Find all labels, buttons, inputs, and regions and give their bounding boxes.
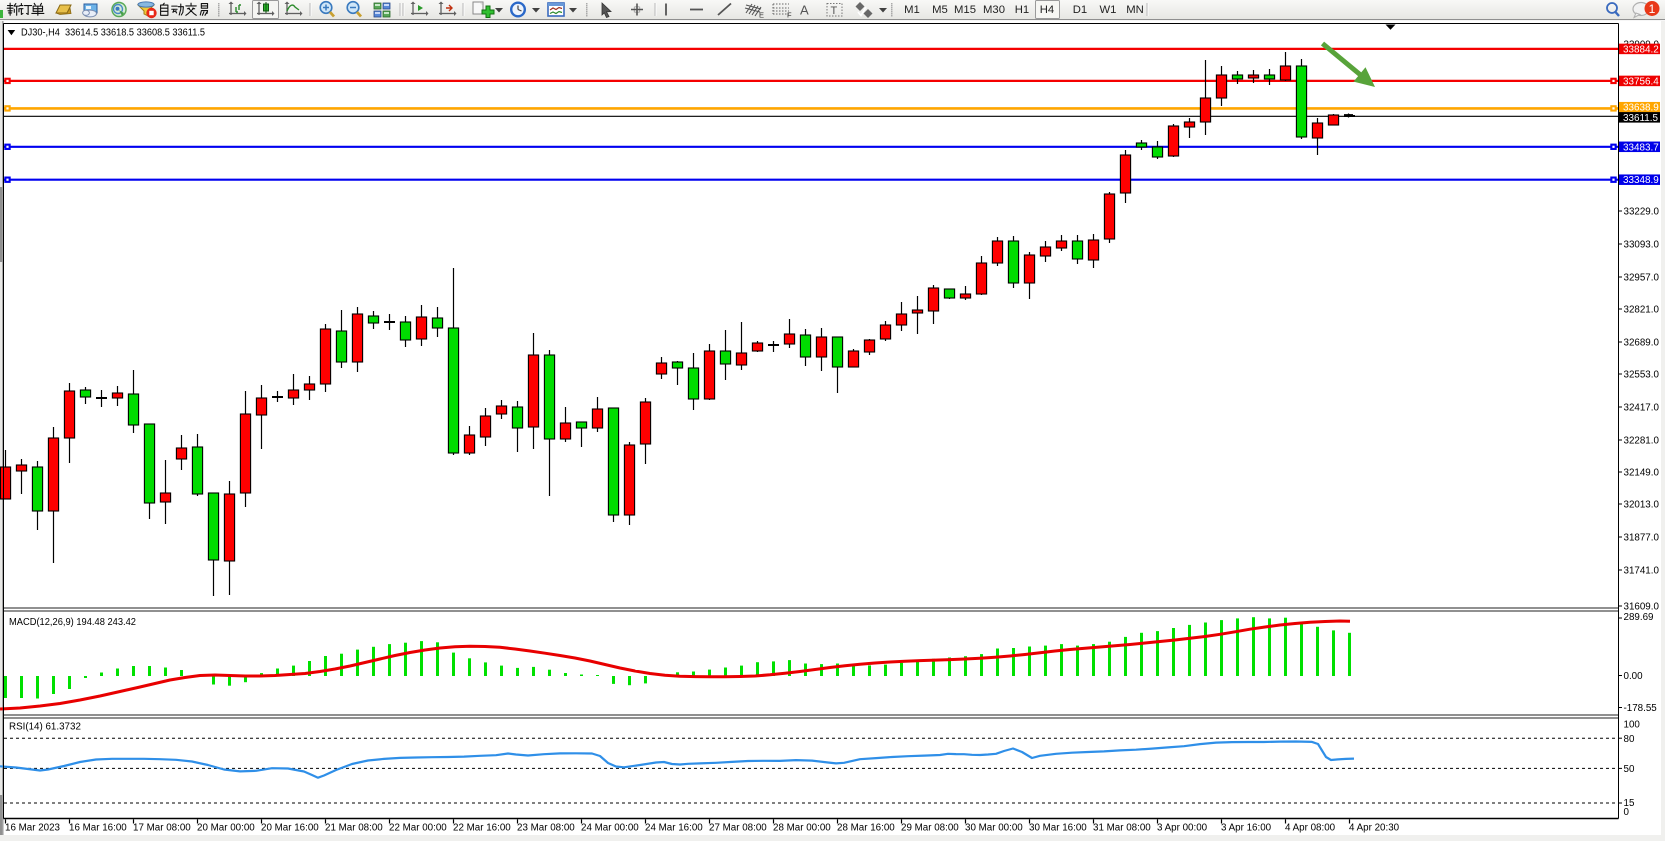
svg-text:289.69: 289.69 (1624, 612, 1654, 623)
svg-text:33229.0: 33229.0 (1624, 207, 1660, 218)
svg-text:17 Mar 08:00: 17 Mar 08:00 (133, 823, 191, 834)
svg-text:24 Mar 16:00: 24 Mar 16:00 (645, 823, 703, 834)
svg-text:16 Mar 2023: 16 Mar 2023 (5, 823, 61, 834)
svg-text:RSI(14) 61.3732: RSI(14) 61.3732 (9, 722, 81, 733)
svg-text:M15: M15 (954, 4, 976, 16)
svg-text:33611.5: 33611.5 (1623, 113, 1658, 124)
svg-text:32013.0: 32013.0 (1624, 500, 1660, 511)
svg-text:31877.0: 31877.0 (1624, 533, 1660, 544)
svg-text:1: 1 (1649, 2, 1656, 16)
svg-text:32281.0: 32281.0 (1624, 436, 1660, 447)
svg-text:4 Apr 08:00: 4 Apr 08:00 (1285, 823, 1336, 834)
svg-text:15: 15 (1624, 798, 1635, 809)
svg-text:50: 50 (1624, 764, 1635, 775)
svg-text:T: T (831, 5, 838, 17)
svg-text:4 Apr 20:30: 4 Apr 20:30 (1349, 823, 1400, 834)
svg-text:100: 100 (1624, 719, 1641, 730)
svg-text:F: F (787, 11, 792, 20)
svg-text:28 Mar 00:00: 28 Mar 00:00 (773, 823, 831, 834)
svg-text:31741.0: 31741.0 (1624, 566, 1660, 577)
svg-text:23 Mar 08:00: 23 Mar 08:00 (517, 823, 575, 834)
svg-text:3 Apr 00:00: 3 Apr 00:00 (1157, 823, 1208, 834)
svg-text:30 Mar 16:00: 30 Mar 16:00 (1029, 823, 1087, 834)
svg-text:DJ30-,H4 33614.5 33618.5 3360: DJ30-,H4 33614.5 33618.5 33608.5 33611.5 (21, 27, 206, 38)
svg-text:32957.0: 32957.0 (1624, 273, 1660, 284)
svg-text:W1: W1 (1100, 4, 1117, 16)
svg-text:21 Mar 08:00: 21 Mar 08:00 (325, 823, 383, 834)
svg-text:20 Mar 00:00: 20 Mar 00:00 (197, 823, 255, 834)
svg-text:80: 80 (1624, 734, 1635, 745)
svg-text:32553.0: 32553.0 (1624, 370, 1660, 381)
svg-text:33638.9: 33638.9 (1623, 103, 1659, 114)
svg-text:24 Mar 00:00: 24 Mar 00:00 (581, 823, 639, 834)
svg-text:E: E (759, 11, 764, 20)
svg-text:32149.0: 32149.0 (1624, 468, 1660, 479)
svg-text:32417.0: 32417.0 (1624, 403, 1660, 414)
svg-text:28 Mar 16:00: 28 Mar 16:00 (837, 823, 895, 834)
svg-text:29 Mar 08:00: 29 Mar 08:00 (901, 823, 959, 834)
svg-text:32689.0: 32689.0 (1624, 338, 1660, 349)
svg-text:30 Mar 00:00: 30 Mar 00:00 (965, 823, 1023, 834)
svg-text:MN: MN (1126, 4, 1144, 16)
svg-text:H1: H1 (1015, 4, 1029, 16)
svg-text:-178.55: -178.55 (1624, 703, 1658, 714)
svg-text:33348.9: 33348.9 (1623, 175, 1659, 186)
svg-text:M1: M1 (904, 4, 920, 16)
svg-text:33756.4: 33756.4 (1623, 76, 1659, 87)
svg-text:MACD(12,26,9) 194.48 243.42: MACD(12,26,9) 194.48 243.42 (9, 617, 136, 628)
svg-text:22 Mar 16:00: 22 Mar 16:00 (453, 823, 511, 834)
svg-text:31 Mar 08:00: 31 Mar 08:00 (1093, 823, 1151, 834)
svg-text:16 Mar 16:00: 16 Mar 16:00 (69, 823, 127, 834)
svg-text:0: 0 (1624, 807, 1630, 818)
svg-text:A: A (800, 3, 809, 18)
svg-text:22 Mar 00:00: 22 Mar 00:00 (389, 823, 447, 834)
svg-text:3 Apr 16:00: 3 Apr 16:00 (1221, 823, 1272, 834)
svg-text:M30: M30 (983, 4, 1005, 16)
svg-text:31609.0: 31609.0 (1624, 602, 1660, 613)
svg-text:27 Mar 08:00: 27 Mar 08:00 (709, 823, 767, 834)
svg-text:20 Mar 16:00: 20 Mar 16:00 (261, 823, 319, 834)
svg-text:32821.0: 32821.0 (1624, 305, 1660, 316)
svg-text:33884.2: 33884.2 (1623, 44, 1659, 55)
svg-text:33483.7: 33483.7 (1623, 142, 1659, 153)
svg-text:H4: H4 (1040, 4, 1054, 16)
svg-text:D1: D1 (1073, 4, 1087, 16)
svg-text:33093.0: 33093.0 (1624, 240, 1660, 251)
svg-text:M5: M5 (932, 4, 948, 16)
svg-text:0.00: 0.00 (1624, 671, 1644, 682)
